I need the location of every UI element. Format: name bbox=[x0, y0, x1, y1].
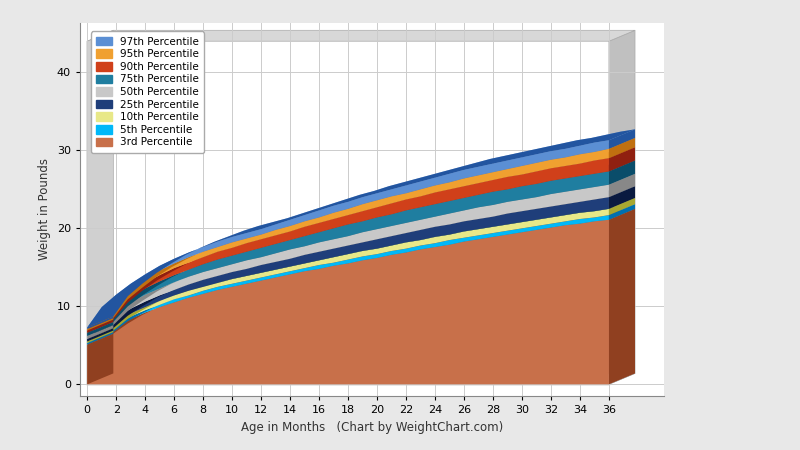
Polygon shape bbox=[87, 322, 114, 336]
Polygon shape bbox=[87, 320, 114, 333]
Polygon shape bbox=[114, 204, 635, 333]
Polygon shape bbox=[87, 30, 635, 41]
Polygon shape bbox=[87, 161, 635, 333]
Polygon shape bbox=[114, 161, 635, 325]
Polygon shape bbox=[114, 138, 635, 320]
Polygon shape bbox=[87, 209, 609, 343]
Polygon shape bbox=[87, 209, 635, 345]
Polygon shape bbox=[87, 140, 609, 329]
Polygon shape bbox=[114, 147, 635, 322]
Polygon shape bbox=[87, 330, 114, 343]
Polygon shape bbox=[87, 318, 114, 330]
Polygon shape bbox=[87, 197, 609, 342]
Polygon shape bbox=[609, 30, 635, 384]
Polygon shape bbox=[87, 138, 635, 329]
Polygon shape bbox=[87, 204, 635, 343]
Polygon shape bbox=[87, 333, 114, 384]
Polygon shape bbox=[87, 158, 609, 333]
Polygon shape bbox=[609, 204, 635, 220]
Polygon shape bbox=[609, 147, 635, 171]
Polygon shape bbox=[87, 147, 635, 330]
Polygon shape bbox=[609, 138, 635, 158]
Y-axis label: Weight in Pounds: Weight in Pounds bbox=[38, 158, 51, 260]
Polygon shape bbox=[87, 374, 635, 384]
Polygon shape bbox=[87, 174, 635, 336]
Polygon shape bbox=[114, 186, 635, 330]
Polygon shape bbox=[87, 129, 635, 328]
Polygon shape bbox=[87, 215, 609, 345]
Polygon shape bbox=[114, 198, 635, 332]
Polygon shape bbox=[87, 316, 114, 329]
Polygon shape bbox=[114, 174, 635, 328]
X-axis label: Age in Months   (Chart by WeightChart.com): Age in Months (Chart by WeightChart.com) bbox=[241, 421, 503, 434]
Polygon shape bbox=[87, 220, 609, 384]
Polygon shape bbox=[87, 30, 114, 384]
Polygon shape bbox=[609, 209, 635, 384]
Polygon shape bbox=[87, 332, 114, 345]
Polygon shape bbox=[87, 186, 635, 339]
Polygon shape bbox=[87, 184, 609, 339]
Polygon shape bbox=[87, 328, 114, 342]
Polygon shape bbox=[609, 198, 635, 215]
Polygon shape bbox=[114, 129, 635, 318]
Polygon shape bbox=[87, 149, 609, 330]
Polygon shape bbox=[87, 198, 635, 342]
Polygon shape bbox=[87, 325, 114, 339]
Polygon shape bbox=[609, 186, 635, 209]
Polygon shape bbox=[609, 174, 635, 197]
Polygon shape bbox=[114, 209, 635, 374]
Polygon shape bbox=[609, 161, 635, 184]
Polygon shape bbox=[87, 171, 609, 336]
Legend: 97th Percentile, 95th Percentile, 90th Percentile, 75th Percentile, 50th Percent: 97th Percentile, 95th Percentile, 90th P… bbox=[91, 32, 204, 153]
Polygon shape bbox=[609, 129, 635, 149]
